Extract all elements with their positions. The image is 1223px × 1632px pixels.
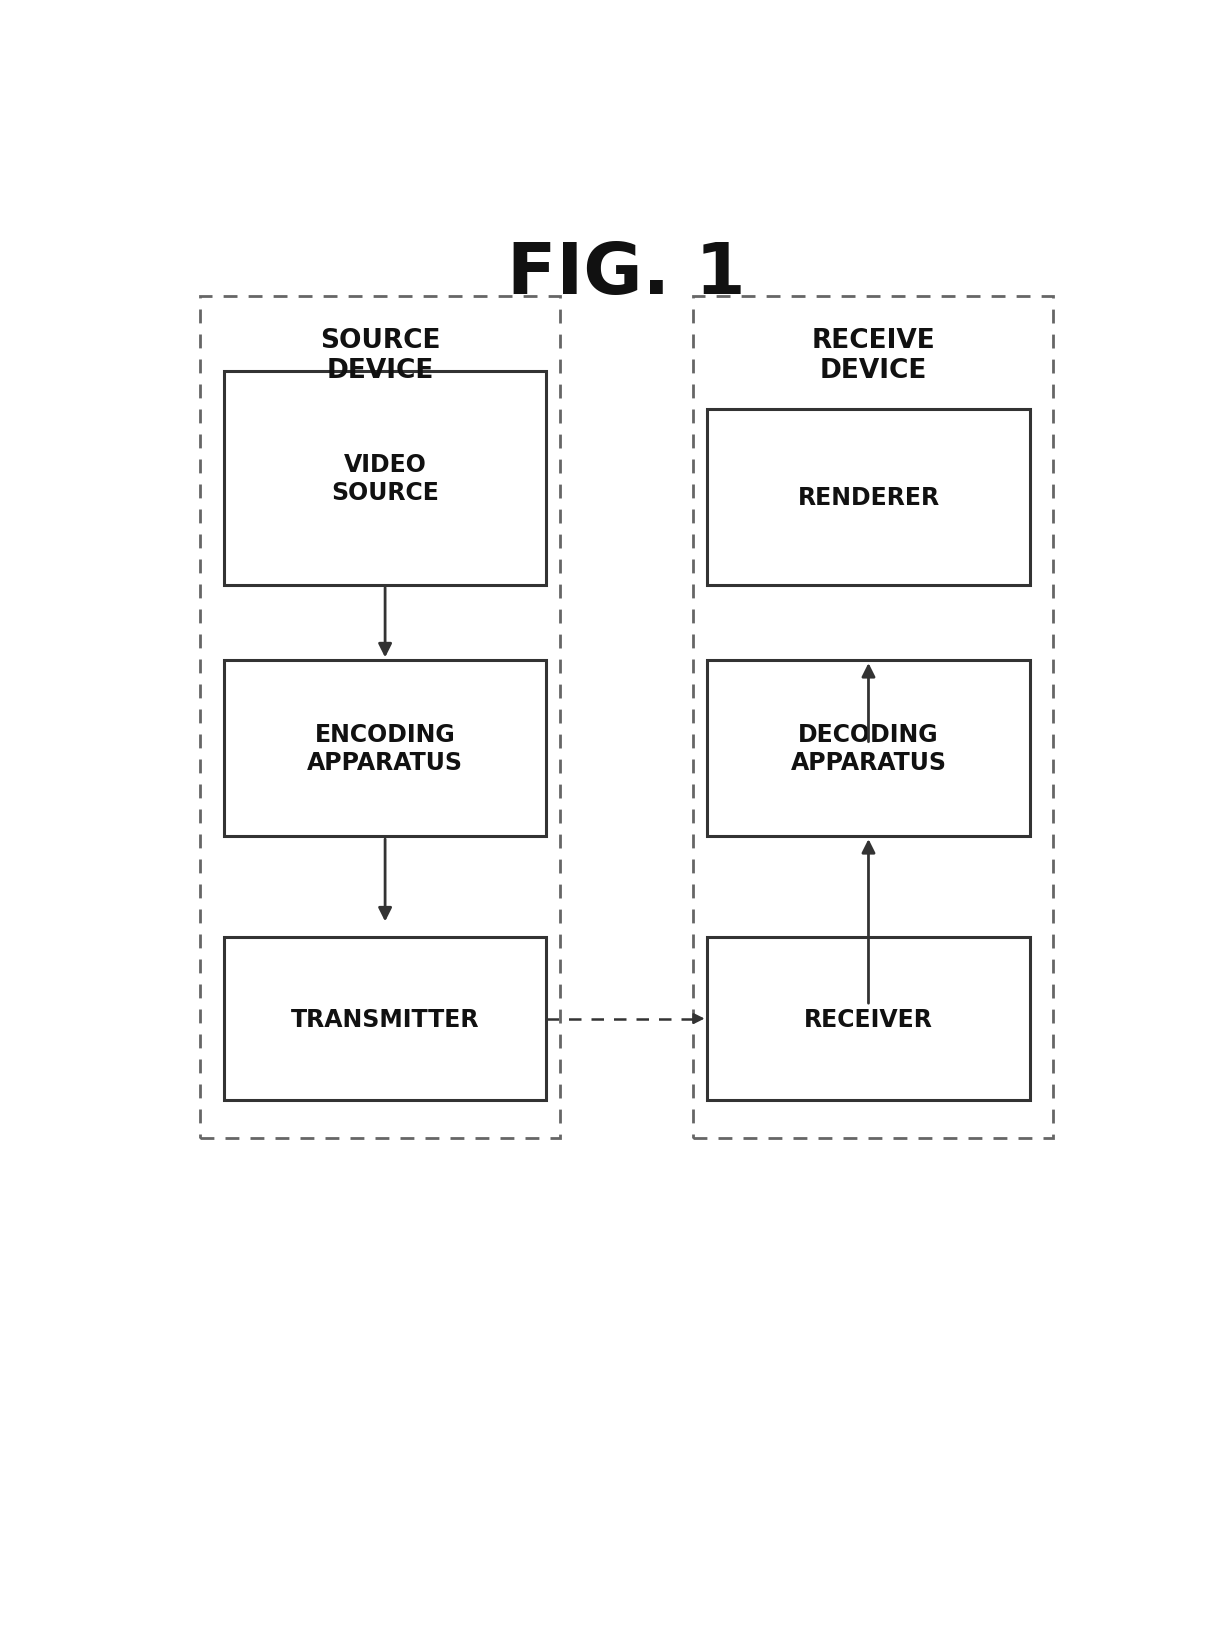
Text: VIDEO
SOURCE: VIDEO SOURCE [331, 452, 439, 504]
Bar [693, 297, 1053, 1139]
Text: SOURCE
DEVICE: SOURCE DEVICE [320, 328, 440, 384]
Bar [707, 661, 1030, 837]
Text: RENDERER: RENDERER [797, 485, 939, 509]
Bar [707, 937, 1030, 1100]
Text: FIG. 1: FIG. 1 [508, 240, 746, 308]
Bar [707, 410, 1030, 586]
Text: RECEIVER: RECEIVER [804, 1007, 933, 1031]
Text: DECODING
APPARATUS: DECODING APPARATUS [790, 723, 947, 775]
Bar [224, 661, 547, 837]
Text: RECEIVE
DEVICE: RECEIVE DEVICE [811, 328, 936, 384]
Text: TRANSMITTER: TRANSMITTER [291, 1007, 479, 1031]
Bar [201, 297, 560, 1139]
Bar [224, 372, 547, 586]
Text: ENCODING
APPARATUS: ENCODING APPARATUS [307, 723, 464, 775]
Bar [224, 937, 547, 1100]
